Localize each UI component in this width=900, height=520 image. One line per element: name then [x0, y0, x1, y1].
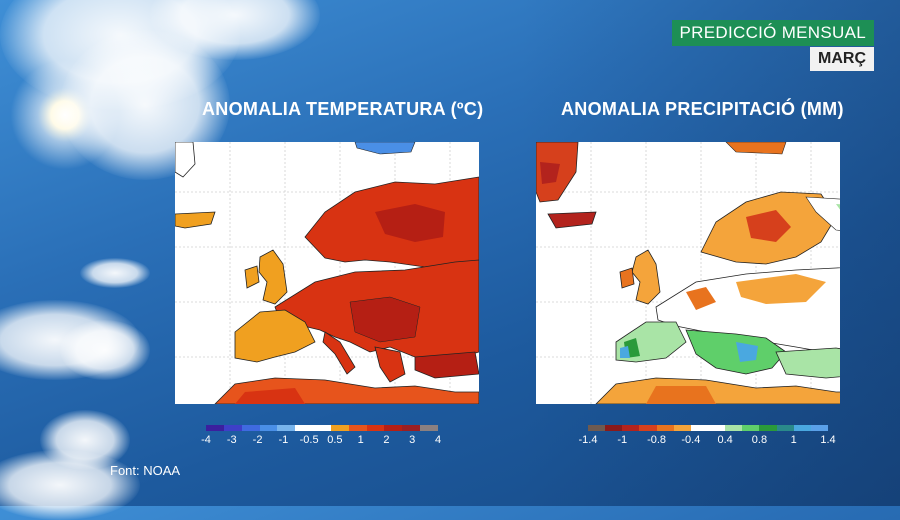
colorbar-swatch [259, 425, 278, 431]
colorbar-swatch [277, 425, 296, 431]
colorbar-tick-label: 1 [790, 434, 797, 446]
temperature-title: ANOMALIA TEMPERATURA (ºC) [202, 99, 484, 119]
colorbar-swatch [206, 425, 224, 431]
colorbar-swatch [605, 425, 623, 431]
colorbar-swatch [622, 425, 640, 431]
colorbar-swatch [759, 425, 777, 431]
colorbar-swatch [402, 425, 421, 431]
temperature-colorbar [206, 425, 438, 431]
forecast-badge: PREDICCIÓ MENSUAL MARÇ [671, 20, 874, 71]
colorbar-swatch [639, 425, 657, 431]
colorbar-tick-label: -1.4 [578, 434, 598, 446]
colorbar-swatch [348, 425, 367, 431]
colorbar-swatch [793, 425, 811, 431]
colorbar-tick-label: -1 [617, 434, 628, 446]
colorbar-swatch [295, 425, 314, 431]
badge-month: MARÇ [810, 47, 874, 71]
precipitation-colorbar [588, 425, 828, 431]
colorbar-tick-label: 0.5 [327, 434, 343, 446]
colorbar-swatch [384, 425, 403, 431]
colorbar-swatch [776, 425, 794, 431]
colorbar-swatch [725, 425, 743, 431]
cloud [80, 258, 150, 288]
colorbar-tick-label: -0.8 [647, 434, 667, 446]
colorbar-tick-label: 1 [357, 434, 364, 446]
colorbar-tick-label: -0.5 [299, 434, 319, 446]
colorbar-swatch [690, 425, 708, 431]
colorbar-swatch [366, 425, 385, 431]
colorbar-tick-label: 4 [434, 434, 442, 446]
colorbar-tick-label: 2 [383, 434, 390, 446]
colorbar-swatch [241, 425, 260, 431]
colorbar-tick-label: -3 [226, 434, 237, 446]
cloud [40, 410, 130, 470]
cloud [60, 320, 150, 380]
colorbar-tick-label: -2 [252, 434, 263, 446]
colorbar-swatch [223, 425, 242, 431]
colorbar-swatch [707, 425, 726, 431]
colorbar-tick-label: 3 [409, 434, 416, 446]
precipitation-title: ANOMALIA PRECIPITACIÓ (MM) [561, 99, 844, 119]
colorbar-tick-label: 1.4 [820, 434, 836, 446]
colorbar-tick-label: -4 [201, 434, 211, 446]
badge-title: PREDICCIÓ MENSUAL [671, 20, 874, 46]
precipitation-anomaly-map [536, 142, 840, 404]
colorbar-tick-label: -0.4 [681, 434, 701, 446]
colorbar-tick-label: 0.4 [717, 434, 733, 446]
colorbar-swatch [420, 425, 438, 431]
colorbar-swatch [810, 425, 828, 431]
colorbar-swatch [742, 425, 760, 431]
colorbar-swatch [673, 425, 691, 431]
colorbar-swatch [656, 425, 674, 431]
source-credit: Font: NOAA [110, 463, 181, 478]
colorbar-swatch [588, 425, 606, 431]
colorbar-swatch [330, 425, 349, 431]
temperature-anomaly-map [175, 142, 479, 404]
colorbar-tick-label: -1 [278, 434, 289, 446]
precipitation-colorbar-ticks: -1.4 -1 -0.8 -0.4 0.4 0.8 1 1.4 [579, 434, 836, 448]
colorbar-swatch [313, 425, 331, 431]
temperature-colorbar-ticks: -4 -3 -2 -1 -0.5 0.5 1 2 3 4 [201, 434, 442, 448]
colorbar-tick-label: 0.8 [751, 434, 768, 446]
